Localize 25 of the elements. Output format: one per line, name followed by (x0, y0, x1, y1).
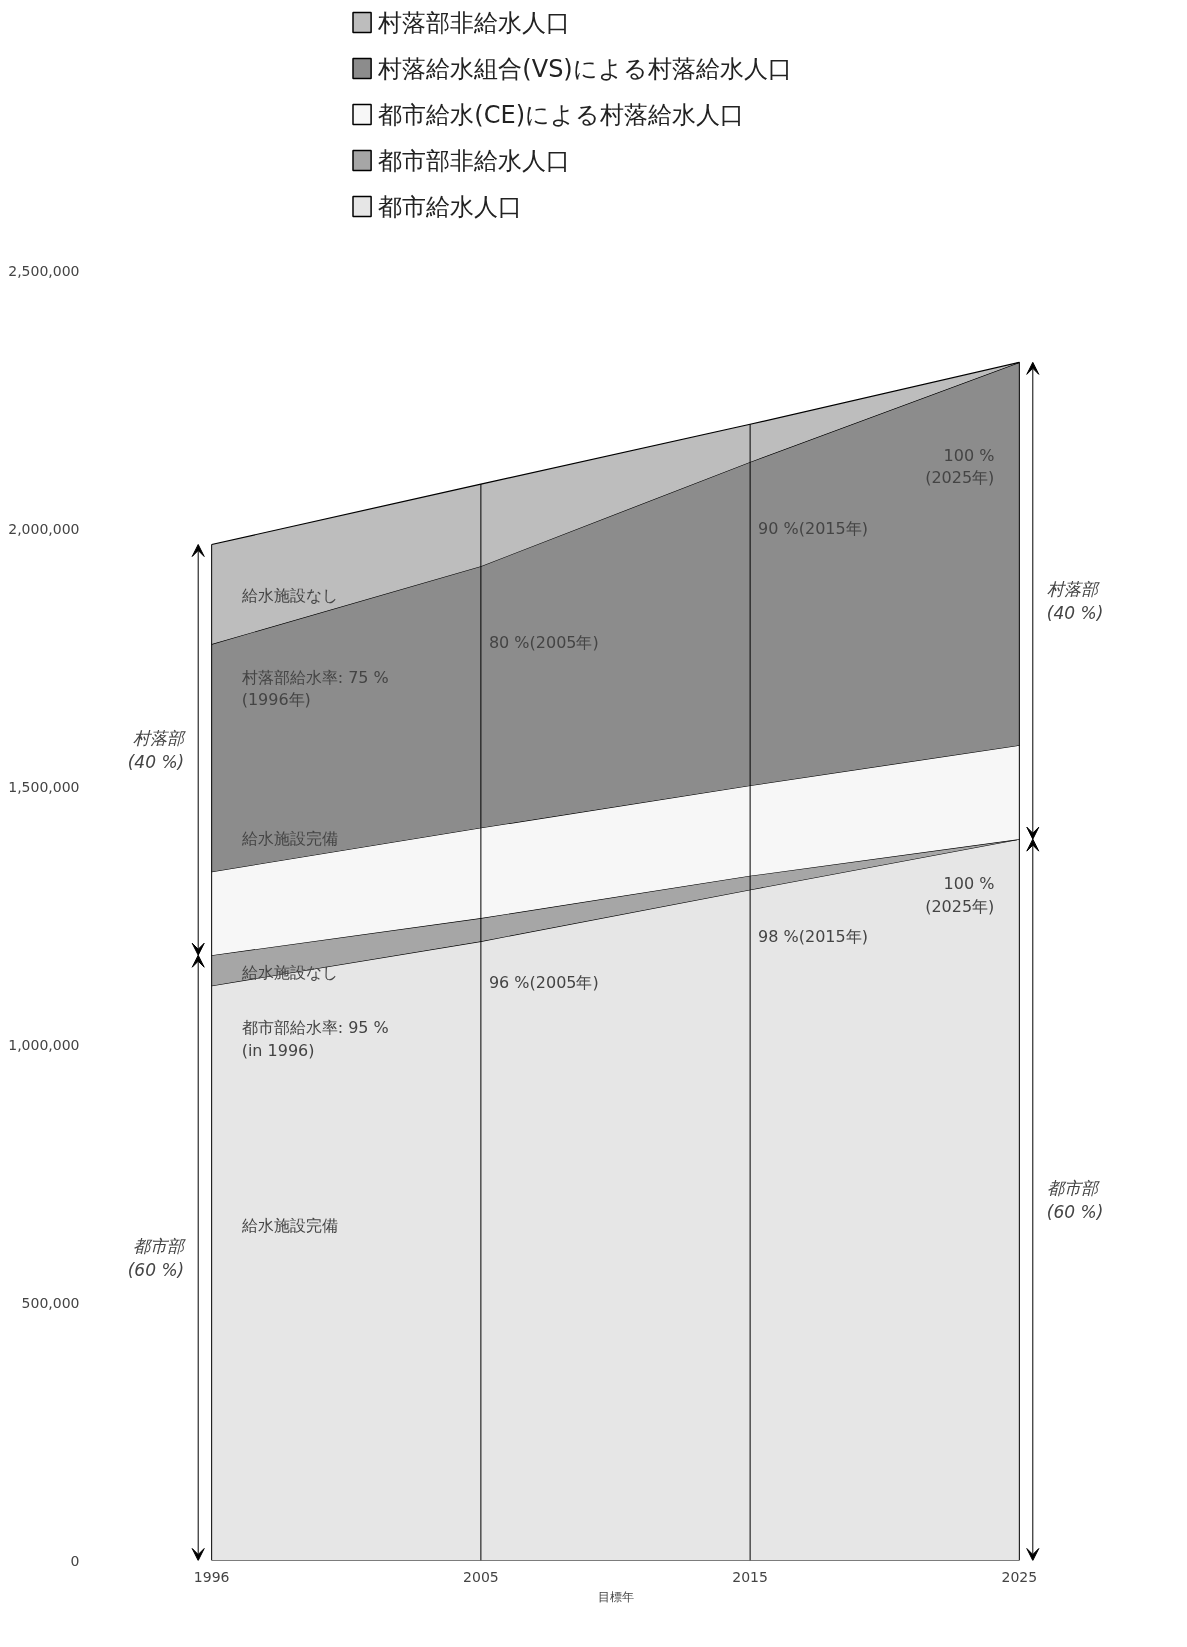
text: 都市部 (60 %) (127, 1235, 187, 1280)
legend-label: 都市部非給水人口 (378, 146, 571, 175)
legend-label: 都市給水人口 (378, 192, 523, 221)
y-tick-label: 500,000 (21, 1294, 80, 1311)
x-tick-label: 2005 (463, 1568, 499, 1585)
x-tick-label: 2015 (732, 1568, 768, 1585)
annotation: 100 % (2025年) (925, 445, 995, 488)
x-axis-title: 目標年 (597, 1589, 634, 1604)
y-tick-label: 1,000,000 (8, 1036, 80, 1053)
y-tick-label: 0 (70, 1552, 80, 1569)
x-tick-label: 2025 (1001, 1568, 1038, 1585)
y-tick-label: 2,500,000 (8, 262, 80, 279)
legend-label: 村落給水組合(VS)による村落給水人口 (377, 54, 792, 83)
legend-label: 村落部非給水人口 (377, 8, 571, 37)
x-tick-label: 1996 (193, 1568, 230, 1585)
text: 都市部 (60 %) (1046, 1177, 1104, 1222)
y-tick-label: 1,500,000 (8, 778, 80, 795)
annotation: 村落部給水率: 75 % (1996年) (240, 667, 389, 710)
annotation: 90 %(2015年) (758, 519, 868, 538)
y-tick-label: 2,000,000 (8, 520, 80, 537)
text: 村落部 (40 %) (1046, 578, 1104, 623)
annotation: 給水施設なし (240, 586, 338, 606)
annotation: 80 %(2005年) (488, 632, 599, 652)
text: 村落部 (40 %) (127, 727, 187, 772)
legend-label: 都市給水(CE)による村落給水人口 (378, 100, 744, 129)
